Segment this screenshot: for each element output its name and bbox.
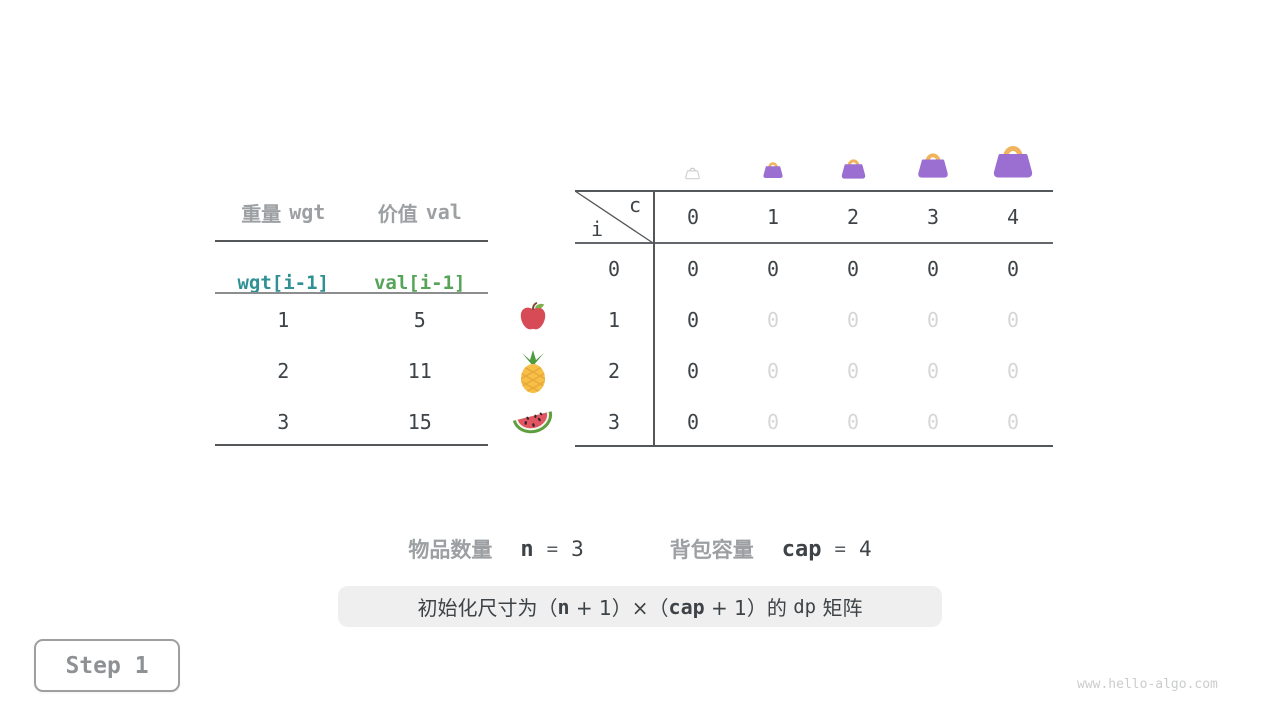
matrix-bottom-border: [575, 445, 1053, 447]
dp-cell-2-3: 0: [926, 358, 940, 383]
weight-column-header: 重量 wgt: [215, 197, 352, 227]
weight-label-code: wgt: [289, 200, 326, 224]
dp-cell-3-2: 0: [846, 409, 860, 434]
n-value: 3: [571, 537, 584, 561]
dp-row-header-3: 3: [607, 409, 621, 434]
dp-col-header-0: 0: [686, 205, 700, 229]
dp-cell-3-4: 0: [1006, 409, 1020, 434]
watermark: www.hello-algo.com: [1077, 677, 1218, 692]
capacity-label: 背包容量: [669, 538, 754, 562]
handbag-icon-xs: [762, 156, 784, 181]
equals-sign: =: [546, 538, 559, 560]
dp-cell-1-0: 0: [686, 307, 700, 332]
item-count-label: 物品数量: [408, 538, 493, 562]
table-row: 3 15: [215, 407, 488, 437]
matrix-top-border: [575, 190, 1053, 192]
handbag-icon-lg: [991, 136, 1035, 181]
matrix-vertical-divider: [653, 191, 655, 446]
dp-cell-2-2: 0: [846, 358, 860, 383]
parameters-line: 物品数量 n = 3 背包容量 cap = 4: [0, 532, 1280, 566]
dp-cell-3-0: 0: [686, 409, 700, 434]
table-divider: [215, 240, 488, 242]
val-formula: val[i-1]: [373, 272, 466, 294]
dp-row-header-2: 2: [607, 358, 621, 383]
item-count-group: 物品数量 n = 3: [408, 534, 583, 564]
dp-cell-1-2: 0: [846, 307, 860, 332]
item-weight-1: 1: [277, 308, 290, 332]
item-value-3: 15: [407, 410, 432, 434]
dp-cell-0-2: 0: [846, 256, 860, 281]
dp-row-header-0: 0: [607, 256, 621, 281]
cap-variable: cap: [781, 536, 822, 562]
dp-row-header-1: 1: [607, 307, 621, 332]
handbag-icon-sm: [840, 153, 867, 181]
item-weight-2: 2: [277, 359, 290, 383]
weight-label-cjk: 重量: [241, 201, 282, 226]
dp-cell-2-4: 0: [1006, 358, 1020, 383]
step-caption: 初始化尺寸为（ n + 1）×（ cap + 1）的 dp 矩阵: [338, 586, 942, 627]
matrix-corner-cell: c i: [575, 191, 653, 243]
dp-cell-0-4: 0: [1006, 256, 1020, 281]
dp-col-header-1: 1: [766, 205, 780, 229]
dp-col-header-4: 4: [1006, 205, 1020, 229]
column-variable: c: [628, 193, 641, 217]
caption-text: 矩阵: [816, 596, 863, 620]
empty-bag-outline-icon: [684, 163, 701, 181]
dp-cell-2-0: 0: [686, 358, 700, 383]
table-row: 2 11: [215, 356, 488, 386]
dp-cell-1-3: 0: [926, 307, 940, 332]
value-label-code: val: [425, 200, 462, 224]
item-value-2: 11: [407, 359, 432, 383]
items-table-header: 重量 wgt 价值 val: [215, 197, 488, 227]
pineapple-icon: [513, 349, 553, 394]
items-table-formula-row: wgt[i-1] val[i-1]: [215, 268, 488, 298]
wgt-formula: wgt[i-1]: [237, 272, 329, 294]
dp-cell-1-4: 0: [1006, 307, 1020, 332]
value-label-cjk: 价值: [377, 201, 418, 226]
dp-col-header-2: 2: [846, 205, 860, 229]
dp-col-header-3: 3: [926, 205, 940, 229]
handbag-icon-md: [916, 145, 950, 181]
dp-matrix: c i 0 1 2 3 4 0 0 0 0 0 0 1 0 0 0 0 0 2 0 0 0 0 0 3 0 0 0 0 0: [575, 191, 1053, 447]
caption-n: n: [557, 594, 570, 619]
dp-cell-0-0: 0: [686, 256, 700, 281]
diagonal-divider: [575, 191, 653, 243]
dp-cell-0-3: 0: [926, 256, 940, 281]
dp-cell-1-1: 0: [766, 307, 780, 332]
table-divider: [215, 292, 488, 294]
caption-text: + 1）的: [704, 596, 794, 620]
row-variable: i: [591, 217, 604, 241]
caption-text: 初始化尺寸为（: [417, 596, 558, 620]
caption-dp: dp: [793, 595, 817, 618]
value-column-header: 价值 val: [352, 197, 489, 227]
apple-icon: [516, 300, 550, 334]
step-badge: Step 1: [34, 639, 180, 692]
item-weight-3: 3: [277, 410, 290, 434]
cap-value: 4: [858, 537, 872, 561]
n-variable: n: [520, 536, 534, 562]
caption-cap: cap: [668, 594, 705, 619]
matrix-header-divider: [575, 242, 1053, 244]
caption-text: + 1）×（: [569, 596, 669, 620]
table-divider: [215, 444, 488, 446]
dp-cell-3-3: 0: [926, 409, 940, 434]
dp-cell-2-1: 0: [766, 358, 780, 383]
dp-cell-3-1: 0: [766, 409, 780, 434]
watermelon-icon: [511, 403, 556, 439]
step-label: Step 1: [65, 652, 149, 679]
dp-cell-0-1: 0: [766, 256, 780, 281]
equals-sign: =: [834, 538, 846, 560]
item-value-1: 5: [413, 308, 426, 332]
capacity-group: 背包容量 cap = 4: [670, 534, 872, 564]
items-table-rows: 1 5 2 11 3 15: [215, 305, 488, 458]
